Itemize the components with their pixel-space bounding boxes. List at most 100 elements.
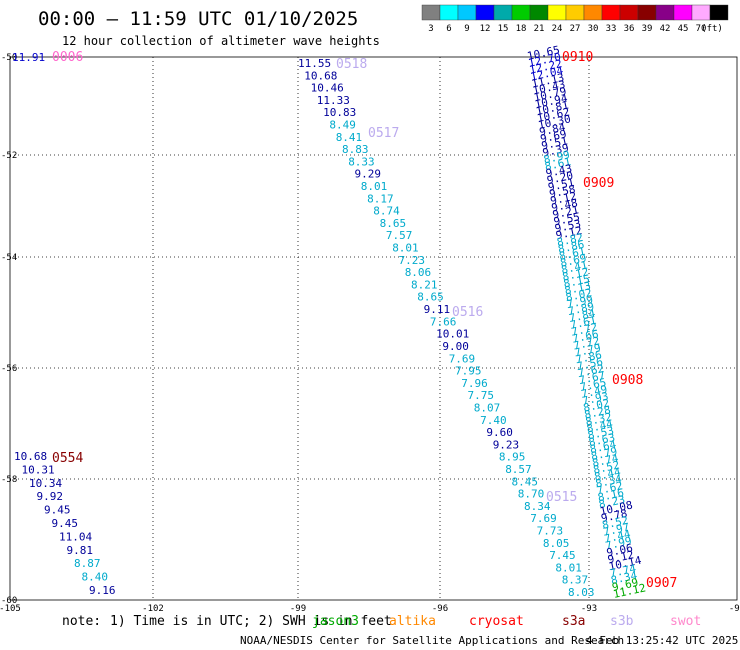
colorbar-swatch — [709, 4, 729, 21]
note-text: 1) Time is in UTC; 2) SWH is in feet — [110, 614, 392, 629]
colorbar-swatch — [475, 4, 495, 21]
wave-height-label: 8.86 — [557, 238, 586, 256]
colorbar-swatch — [565, 4, 585, 21]
note-line: note: 1) Time is in UTC; 2) SWH is in fe… — [62, 614, 392, 629]
pass-label: 0910 — [562, 50, 593, 65]
pass-label: 0907 — [646, 576, 677, 591]
note-prefix: note: — [62, 614, 101, 629]
satellite-legend-item: s3a — [562, 614, 585, 629]
wave-height-label: 8.34 — [524, 500, 551, 513]
wave-height-label: 8.65 — [380, 217, 407, 230]
wave-height-label: 8.44 — [593, 465, 622, 483]
colorbar-label: 21 — [534, 24, 545, 34]
colorbar-swatch — [511, 4, 531, 21]
colorbar-label: 24 — [552, 24, 563, 34]
wave-height-label: 9.51 — [547, 176, 576, 194]
wave-height-label: 10.01 — [436, 328, 469, 341]
wave-height-label: 10.31 — [22, 463, 55, 476]
y-tick-label: -52 — [1, 151, 17, 161]
wave-height-label: 9.81 — [67, 544, 94, 557]
wave-height-label: 7.75 — [468, 389, 495, 402]
wave-height-label: 9.60 — [486, 426, 513, 439]
wave-height-label: 7.66 — [430, 315, 457, 328]
wave-height-label: 9.78 — [600, 507, 629, 525]
wave-height-label: 8.44 — [585, 417, 614, 435]
wave-height-label: 7.86 — [574, 348, 603, 366]
pass-label: 0908 — [612, 373, 643, 388]
wave-height-label: 11.33 — [317, 94, 350, 107]
satellite-legend-item: s3b — [610, 614, 634, 629]
wave-height-label: 8.13 — [563, 279, 592, 297]
wave-height-label: 8.52 — [592, 459, 621, 477]
wave-height-label: 8.02 — [582, 397, 611, 415]
colorbar-swatch — [547, 4, 567, 21]
wave-height-label: 8.37 — [562, 574, 589, 587]
wave-height-label: 7.93 — [581, 390, 610, 408]
satellite-legend-item: altika — [389, 614, 436, 629]
wave-height-label: 9.45 — [44, 504, 71, 517]
wave-height-label: 9.11 — [424, 303, 451, 316]
colorbar-label: 33 — [606, 24, 617, 34]
wave-height-label: 8.12 — [561, 265, 590, 283]
colorbar-swatch — [583, 4, 603, 21]
wave-height-label: 10.68 — [14, 450, 47, 463]
wave-height-label: 11.04 — [59, 530, 92, 543]
wave-height-label: 7.72 — [570, 321, 599, 339]
wave-height-label: 8.95 — [499, 451, 526, 464]
colorbar-label: 18 — [516, 24, 527, 34]
y-tick-label: -60 — [1, 596, 17, 606]
wave-height-label: 7.79 — [573, 341, 602, 359]
wave-height-label: 7.99 — [566, 293, 595, 311]
x-tick-label: -96 — [432, 604, 448, 614]
satellite-legend: jason3 altika cryosat s3a s3b swot — [312, 614, 701, 629]
colorbar-swatch — [637, 4, 657, 21]
wave-height-label: 9.55 — [552, 210, 581, 228]
wave-height-label: 8.45 — [512, 475, 539, 488]
wave-height-label: 9.12 — [606, 548, 635, 566]
wave-height-label: 7.56 — [576, 355, 605, 373]
colorbar-label: 27 — [570, 24, 581, 34]
wave-height-label: 8.63 — [588, 431, 617, 449]
wave-height-label: 9.12 — [549, 190, 578, 208]
pass-label: 0554 — [52, 451, 83, 466]
x-tick-label: -90 — [729, 604, 740, 614]
colorbar-swatch — [439, 4, 459, 21]
wave-height-label: 8.34 — [610, 569, 639, 587]
wave-height-label: 8.01 — [361, 180, 388, 193]
wave-height-label: 8.17 — [367, 192, 394, 205]
wave-height-label: 7.57 — [386, 229, 413, 242]
wave-height-label: 8.34 — [594, 472, 623, 490]
wave-height-label: 7.84 — [568, 307, 597, 325]
wave-height-label: 8.28 — [583, 403, 612, 421]
colorbar-label: 70 — [696, 24, 707, 34]
wave-height-label: 8.03 — [568, 586, 595, 599]
wave-height-label: 7.89 — [567, 300, 596, 318]
wave-height-label: 10.34 — [29, 477, 62, 490]
wave-height-label: 8.21 — [411, 278, 438, 291]
wave-height-label: 8.87 — [74, 557, 101, 570]
colorbar-swatch — [655, 4, 675, 21]
wave-height-label: 8.79 — [590, 445, 619, 463]
wave-height-label: 8.41 — [336, 131, 363, 144]
wave-height-label: 8.01 — [392, 242, 419, 255]
pass-labels: 0006 0518 0517 0516 0515 0554 0910 0909 0908 0907 — [52, 50, 677, 591]
pass-label: 0515 — [546, 490, 577, 505]
wave-height-label: 11.91 — [12, 51, 45, 64]
wave-height-label: 8.06 — [405, 266, 432, 279]
colorbar-label: 9 — [464, 24, 469, 34]
wave-height-label: 7.62 — [577, 362, 606, 380]
wave-height-label: 8.83 — [342, 143, 369, 156]
wave-height-label: 8.65 — [417, 291, 444, 304]
colorbar-label: 3 — [428, 24, 433, 34]
colorbar-swatch — [493, 4, 513, 21]
colorbar-swatch — [529, 4, 549, 21]
pass-label: 0006 — [52, 50, 83, 65]
wave-height-label: 8.74 — [591, 452, 620, 470]
wave-height-label: 10.83 — [323, 106, 356, 119]
wave-height-label: 8.23 — [598, 493, 627, 511]
colorbar-swatch — [457, 4, 477, 21]
footer-timestamp: 4 Feb 13:25:42 UTC 2025 — [586, 634, 738, 647]
wave-height-label: 7.44 — [603, 527, 632, 545]
colorbar-label: 42 — [660, 24, 671, 34]
